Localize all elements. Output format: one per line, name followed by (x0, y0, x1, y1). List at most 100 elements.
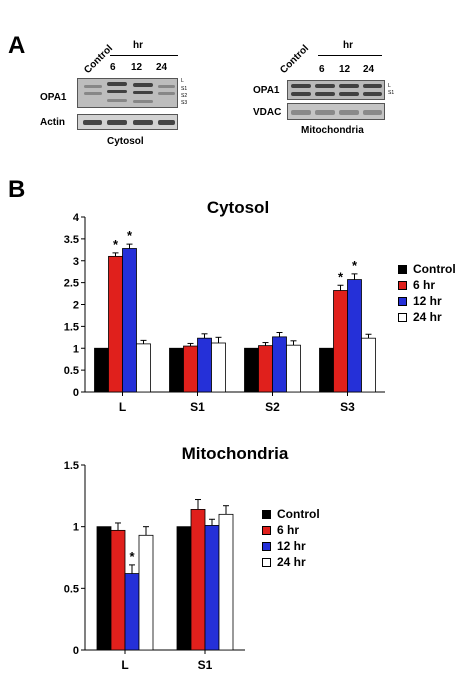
mitochondria-significance-marker: * (129, 549, 135, 564)
cytosol-timepoint-6: 6 (110, 62, 116, 73)
mitochondria-y-tick-label: 1 (73, 522, 79, 534)
legend-item: 12 hr (262, 539, 306, 553)
mito-marker-l: L (388, 83, 391, 89)
legend-label: 6 hr (413, 278, 436, 292)
panel-b-label: B (8, 176, 26, 203)
cytosol-significance-marker: * (338, 269, 344, 284)
legend-label: 6 hr (277, 523, 300, 537)
cytosol-bar (333, 290, 348, 393)
legend-item: 24 hr (262, 555, 306, 569)
mitochondria-bar (124, 573, 140, 651)
cytosol-marker-l: L (181, 78, 184, 84)
mitochondria-bar (204, 525, 220, 651)
legend-item: Control (262, 507, 320, 521)
cytosol-bar (361, 337, 376, 393)
cytosol-bar (136, 343, 151, 393)
legend-label: 12 hr (277, 539, 306, 553)
panel-a-label: A (8, 32, 26, 59)
cytosol-bar (319, 347, 334, 393)
cytosol-chart-title: Cytosol (207, 198, 269, 217)
cytosol-marker-s3: S3 (181, 100, 188, 106)
legend-swatch (398, 264, 407, 274)
cytosol-bar (122, 248, 137, 393)
cytosol-timepoint-24: 24 (156, 62, 168, 73)
mitochondria-x-tick-label: S1 (198, 658, 213, 672)
legend-swatch (398, 312, 407, 322)
mitochondria-legend: Control 6 hr 12 hr 24 hr (262, 507, 352, 577)
mitochondria-bar (218, 513, 234, 651)
legend-label: Control (413, 262, 456, 276)
legend-swatch (398, 296, 407, 306)
cytosol-hr-bracket (110, 55, 178, 56)
mito-hr-bracket (318, 55, 382, 56)
mitochondria-bar (190, 509, 206, 651)
legend-swatch (262, 525, 271, 535)
cytosol-y-tick-label: 2.5 (64, 278, 79, 290)
cytosol-bar (108, 255, 123, 393)
legend-label: 24 hr (277, 555, 306, 569)
legend-item: 24 hr (398, 310, 442, 324)
mito-control-label: Control (278, 43, 312, 76)
mitochondria-y-tick-label: 0.5 (64, 583, 79, 595)
cytosol-marker-s2: S2 (181, 93, 188, 99)
cytosol-x-tick-label: S1 (190, 400, 205, 414)
legend-swatch (262, 557, 271, 567)
mito-vdac-blot (287, 103, 385, 120)
mitochondria-bar-chart: Mitochondria 0 0.5 1 1.5 L * S1 (64, 444, 289, 672)
cytosol-x-tick-label: L (119, 400, 126, 414)
mitochondria-y-tick-label: 0 (73, 645, 79, 657)
cytosol-hr-label: hr (133, 40, 143, 51)
mito-opa1-label: OPA1 (253, 85, 280, 96)
cytosol-bar (244, 347, 259, 393)
cytosol-significance-marker: * (113, 237, 119, 252)
cytosol-y-tick-label: 0.5 (64, 365, 79, 377)
cytosol-bar (258, 345, 273, 393)
cytosol-x-tick-label: S3 (340, 400, 355, 414)
legend-swatch (262, 509, 271, 519)
cytosol-y-tick-label: 3.5 (64, 234, 79, 246)
cytosol-significance-marker: * (352, 258, 358, 273)
mito-marker-s1: S1 (388, 90, 395, 96)
cytosol-blot-caption: Cytosol (107, 136, 144, 147)
cytosol-bar (286, 344, 301, 393)
mito-hr-label: hr (343, 40, 353, 51)
cytosol-actin-blot (77, 114, 178, 130)
cytosol-bar (183, 345, 198, 393)
mitochondria-y-tick-label: 1.5 (64, 460, 79, 472)
cytosol-bar (169, 347, 184, 393)
cytosol-x-tick-label: S2 (265, 400, 280, 414)
mito-timepoint-24: 24 (363, 64, 375, 75)
mitochondria-bar (110, 529, 126, 651)
cytosol-bar (197, 337, 212, 393)
legend-label: 24 hr (413, 310, 442, 324)
cytosol-bar (211, 342, 226, 393)
cytosol-y-tick-label: 2 (73, 300, 79, 312)
cytosol-bar (94, 347, 109, 393)
cytosol-actin-label: Actin (40, 117, 65, 128)
cytosol-y-tick-label: 0 (73, 387, 79, 399)
mitochondria-bar (176, 526, 192, 651)
cytosol-opa1-blot (77, 78, 178, 108)
mito-vdac-label: VDAC (253, 107, 282, 118)
mitochondria-bar (96, 526, 112, 651)
legend-label: 12 hr (413, 294, 442, 308)
cytosol-y-tick-label: 3 (73, 256, 79, 268)
cytosol-y-tick-label: 1.5 (64, 321, 79, 333)
mitochondria-bar (138, 534, 154, 651)
mito-opa1-blot (287, 80, 385, 100)
cytosol-blot-figure: Control hr 6 12 24 OPA1 L S1 S2 S3 Actin… (0, 0, 240, 160)
mito-blot-caption: Mitochondria (301, 125, 364, 136)
legend-swatch (398, 280, 407, 290)
legend-item: Control (398, 262, 456, 276)
legend-item: 6 hr (262, 523, 299, 537)
cytosol-opa1-label: OPA1 (40, 92, 67, 103)
legend-item: 6 hr (398, 278, 435, 292)
cytosol-marker-s1: S1 (181, 86, 188, 92)
cytosol-timepoint-12: 12 (131, 62, 143, 73)
mito-timepoint-6: 6 (319, 64, 325, 75)
mito-timepoint-12: 12 (339, 64, 351, 75)
cytosol-bar (347, 279, 362, 393)
cytosol-legend: Control 6 hr 12 hr 24 hr (398, 262, 474, 332)
legend-item: 12 hr (398, 294, 442, 308)
cytosol-bar (272, 336, 287, 393)
